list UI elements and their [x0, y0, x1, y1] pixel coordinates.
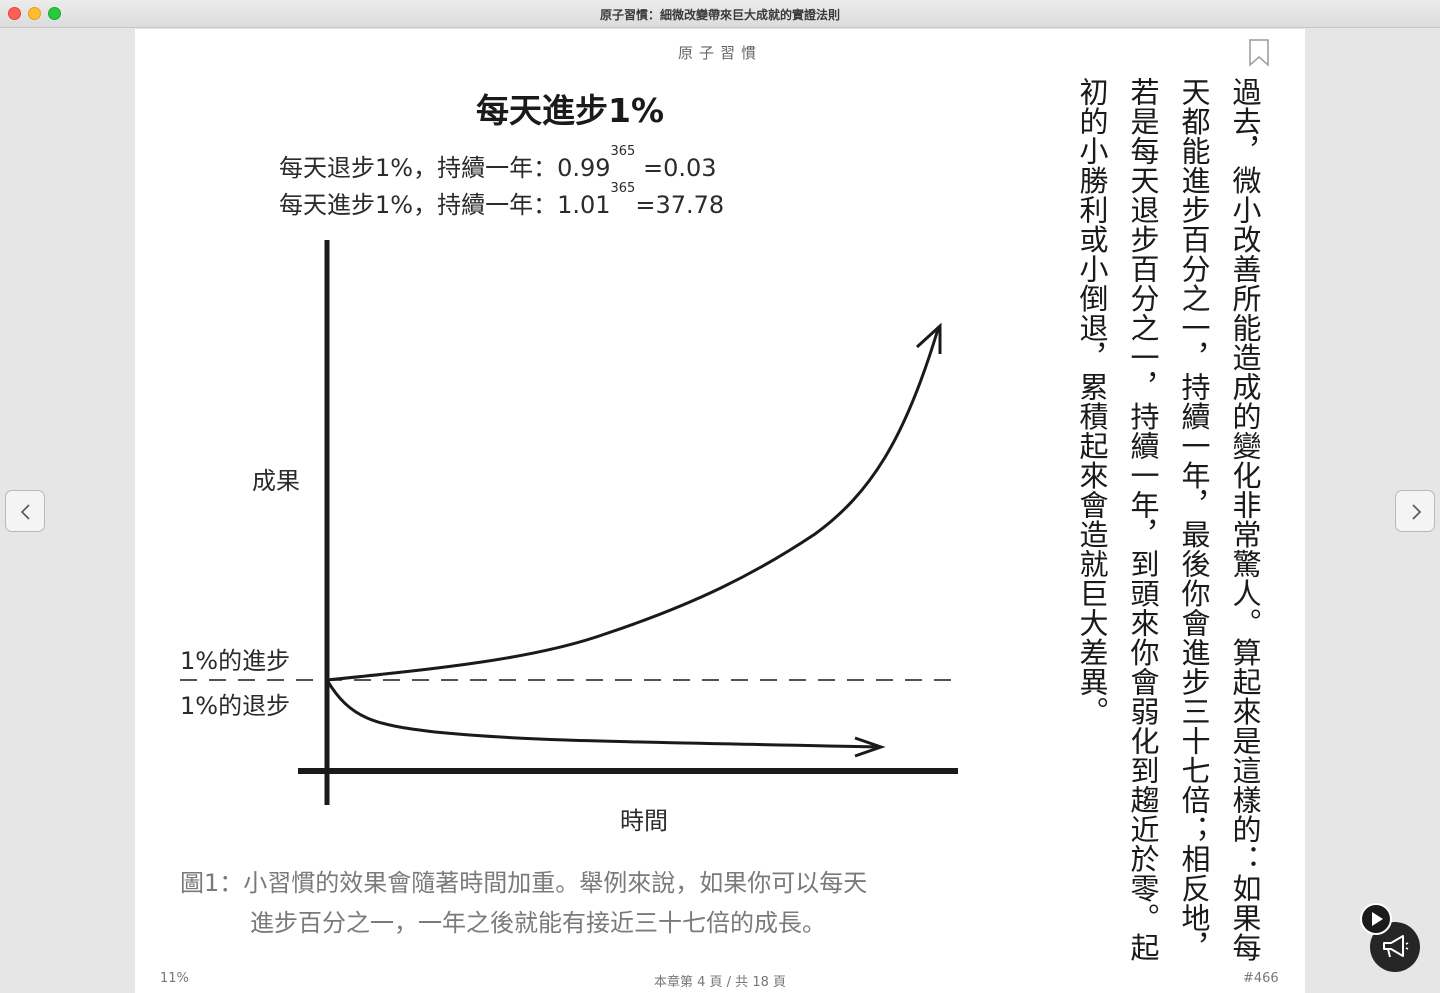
play-audio-button[interactable]	[1360, 903, 1392, 935]
chevron-right-icon	[1412, 504, 1422, 520]
formula-improve-exponent: 365	[610, 181, 636, 196]
bookmark-icon[interactable]	[1248, 39, 1270, 67]
chapter-page-indicator: 本章第 4 頁 / 共 18 頁	[654, 975, 786, 990]
formula-decline-exponent: 365	[610, 144, 636, 159]
formula-improve-result: =37.78	[635, 191, 725, 219]
caption-line-1: 圖1：小習慣的效果會隨著時間加重。舉例來說，如果你可以每天	[180, 869, 868, 897]
previous-page-button[interactable]	[5, 490, 45, 532]
title-bar: 原子習慣：細微改變帶來巨大成就的實證法則	[0, 0, 1440, 28]
decline-curve	[325, 679, 881, 749]
running-header: 原子習慣	[677, 44, 762, 62]
improvement-curve	[326, 328, 940, 682]
caption-line-2: 進步百分之一，一年之後就能有接近三十七倍的成長。	[250, 909, 826, 937]
figure-caption: 圖1：小習慣的效果會隨著時間加重。舉例來說，如果你可以每天 進步百分之一，一年之…	[180, 863, 970, 943]
y-axis-label: 成果	[252, 467, 300, 495]
body-text: 過去，微小改善所能造成的變化非常驚人。算起來是這樣的：如果每天都能進步百分之一，…	[1075, 77, 1262, 962]
minimize-window-button[interactable]	[28, 7, 41, 20]
play-icon	[1372, 912, 1383, 926]
improvement-arrowhead	[915, 322, 942, 354]
formula-decline: 每天退步1%，持續一年：0.99365 =0.03	[279, 144, 717, 183]
window-title: 原子習慣：細微改變帶來巨大成就的實證法則	[599, 8, 840, 22]
formula-improve: 每天進步1%，持續一年：1.01365=37.78	[279, 181, 725, 220]
decline-arrowhead	[854, 736, 886, 758]
decline-label: 1%的退步	[180, 692, 291, 720]
growth-diagram	[180, 240, 960, 805]
megaphone-icon	[1383, 935, 1409, 958]
reading-progress: 11%	[160, 971, 189, 986]
close-window-button[interactable]	[8, 7, 21, 20]
improve-label: 1%的進步	[180, 647, 291, 675]
formula-improve-text: 每天進步1%，持續一年：1.01	[279, 191, 611, 219]
formula-decline-text: 每天退步1%，持續一年：0.99	[279, 154, 611, 182]
zoom-window-button[interactable]	[48, 7, 61, 20]
formula-decline-result: =0.03	[635, 154, 717, 182]
location-indicator: #466	[1243, 971, 1279, 986]
book-page: 原子習慣 每天進步1% 每天退步1%，持續一年：0.99365 =0.03 每天…	[135, 29, 1305, 993]
figure-title: 每天進步1%	[475, 91, 665, 130]
chevron-left-icon	[20, 504, 30, 520]
next-page-button[interactable]	[1395, 490, 1435, 532]
x-axis-label: 時間	[620, 807, 668, 835]
